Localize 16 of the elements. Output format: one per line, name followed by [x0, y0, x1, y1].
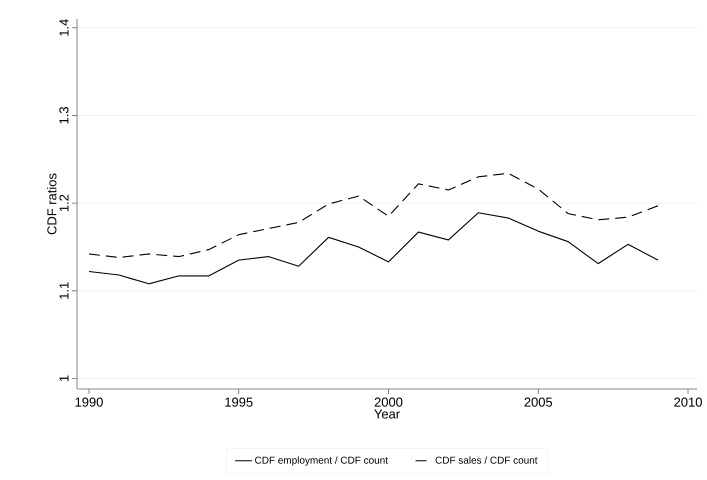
line-series — [88, 212, 659, 284]
x-tick-label: 1990 — [76, 398, 103, 407]
y-tick-label: 1.3 — [59, 107, 68, 124]
y-tick-label: 1.2 — [59, 194, 68, 212]
legend-label: CDF employment / CDF count — [255, 456, 388, 466]
x-tick-label: 2010 — [674, 398, 702, 407]
y-tick-label: 1.4 — [60, 19, 68, 36]
x-tick-label: 2005 — [524, 398, 552, 407]
legend-label: CDF sales / CDF count — [436, 456, 538, 464]
y-tick-label: 1.1 — [60, 282, 68, 299]
x-axis-title: Year — [374, 410, 400, 419]
x-tick-label: 1995 — [225, 398, 253, 407]
line-series — [88, 172, 659, 258]
y-axis-title: CDF ratios — [46, 174, 56, 234]
x-tick-label: 2000 — [374, 398, 402, 407]
y-tick-label: 1 — [60, 376, 68, 382]
